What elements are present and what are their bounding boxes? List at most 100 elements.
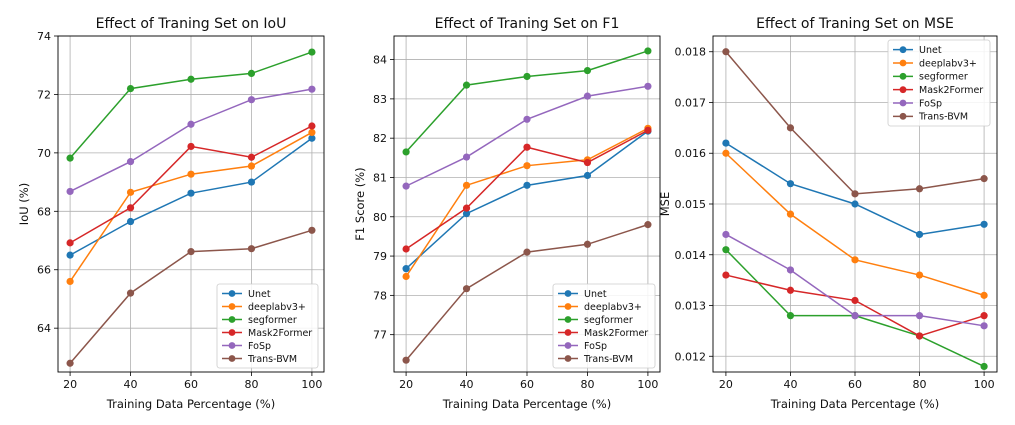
legend-swatch-marker — [564, 329, 572, 336]
x-axis-label: Training Data Percentage (%) — [770, 397, 939, 411]
data-point — [462, 81, 471, 89]
data-point — [308, 48, 316, 56]
data-point — [851, 296, 859, 305]
legend-entry: Unet — [919, 45, 942, 56]
data-point — [523, 115, 531, 123]
legend-entry: segformer — [919, 72, 968, 83]
legend-entry: FoSp — [919, 98, 942, 109]
legend-entry: FoSp — [584, 341, 607, 352]
x-tick-label: 80 — [244, 378, 258, 391]
legend-swatch-marker — [899, 99, 907, 107]
legend-swatch-marker — [228, 329, 236, 336]
legend-swatch-marker — [564, 316, 572, 323]
series-fosp — [66, 85, 316, 196]
legend-entry: segformer — [248, 315, 297, 326]
data-point — [308, 134, 316, 142]
y-tick-label: 72 — [37, 88, 51, 101]
data-point — [851, 312, 859, 320]
data-point — [851, 256, 859, 264]
y-tick-label: 79 — [373, 250, 387, 263]
data-point — [187, 120, 195, 128]
data-point — [915, 312, 924, 320]
data-point — [786, 312, 795, 320]
data-point — [915, 332, 924, 340]
y-tick-label: 81 — [373, 171, 387, 184]
data-point — [126, 188, 135, 196]
y-tick-label: 74 — [37, 30, 51, 43]
data-point — [786, 180, 795, 188]
plot-frame — [393, 35, 661, 373]
data-point — [915, 185, 924, 193]
legend-swatch-marker — [228, 290, 236, 297]
x-tick-label: 80 — [913, 378, 927, 391]
data-point — [523, 248, 531, 256]
data-point — [247, 153, 256, 161]
data-point — [402, 148, 410, 156]
data-point — [583, 92, 592, 100]
y-tick-label: 83 — [373, 93, 387, 106]
data-point — [308, 122, 316, 130]
y-tick-label: 0.018 — [675, 46, 707, 59]
series-trans-bvm — [66, 226, 316, 367]
chart-1: 20 40 60 80 100 64 66 68 70 72 74 Effect of Traning… — [17, 16, 325, 411]
y-tick-label: 0.017 — [675, 96, 707, 109]
y-tick-label: 84 — [373, 54, 387, 67]
series-unet — [722, 139, 988, 239]
legend-entry: Mask2Former — [248, 328, 312, 339]
legend: Unet deeplabv3+ segformer Mask2Former FoSp Tr… — [216, 283, 319, 369]
x-tick-label: 60 — [184, 378, 198, 391]
data-point — [722, 48, 730, 56]
y-tick-label: 68 — [37, 205, 51, 218]
data-point — [462, 285, 471, 293]
data-point — [66, 251, 74, 259]
x-tick-label: 100 — [301, 378, 322, 391]
data-point — [402, 265, 410, 273]
data-point — [786, 210, 795, 218]
data-point — [462, 204, 471, 212]
x-tick-label: 60 — [520, 378, 534, 391]
data-point — [187, 75, 195, 83]
plot-frame — [712, 35, 998, 373]
data-point — [722, 149, 730, 157]
series-fosp — [402, 82, 652, 190]
data-point — [722, 271, 730, 279]
data-point — [462, 153, 471, 161]
legend-swatch-marker — [899, 59, 907, 67]
legend-entry: Trans-BVM — [583, 354, 633, 365]
data-point — [980, 322, 988, 330]
y-tick-label: 80 — [373, 211, 387, 224]
legend-box — [552, 283, 656, 369]
x-tick-label: 20 — [399, 378, 413, 391]
x-tick-label: 40 — [124, 378, 138, 391]
data-point — [247, 69, 256, 77]
x-tick-label: 60 — [848, 378, 862, 391]
y-tick-label: 0.012 — [675, 350, 707, 363]
series-deeplabv3- — [66, 128, 316, 286]
legend-swatch-marker — [564, 290, 572, 297]
y-tick-label: 78 — [373, 289, 387, 302]
data-point — [247, 162, 256, 170]
data-point — [308, 226, 316, 234]
data-point — [980, 291, 988, 299]
data-point — [187, 170, 195, 178]
legend-entry: Trans-BVM — [247, 354, 297, 365]
y-tick-label: 82 — [373, 132, 387, 145]
legend: Unet deeplabv3+ segformer Mask2Former FoSp Tr… — [552, 283, 656, 369]
data-point — [66, 239, 74, 247]
x-tick-label: 20 — [719, 378, 733, 391]
y-tick-label: 0.014 — [675, 249, 707, 262]
chart-3: 20 40 60 80 100 0.012 0.013 0.014 0.015 0.016 0.01… — [658, 16, 998, 411]
legend-box — [887, 39, 991, 127]
series-segformer — [66, 48, 316, 162]
data-point — [66, 277, 74, 286]
legend-entry: Trans-BVM — [918, 112, 968, 123]
data-point — [583, 240, 592, 248]
data-point — [402, 245, 410, 253]
chart-title: Effect of Traning Set on MSE — [756, 16, 954, 32]
data-point — [187, 248, 195, 256]
series-unet — [66, 134, 316, 259]
data-point — [66, 359, 74, 367]
legend-swatch-marker — [564, 355, 572, 362]
legend-swatch-marker — [899, 72, 907, 80]
